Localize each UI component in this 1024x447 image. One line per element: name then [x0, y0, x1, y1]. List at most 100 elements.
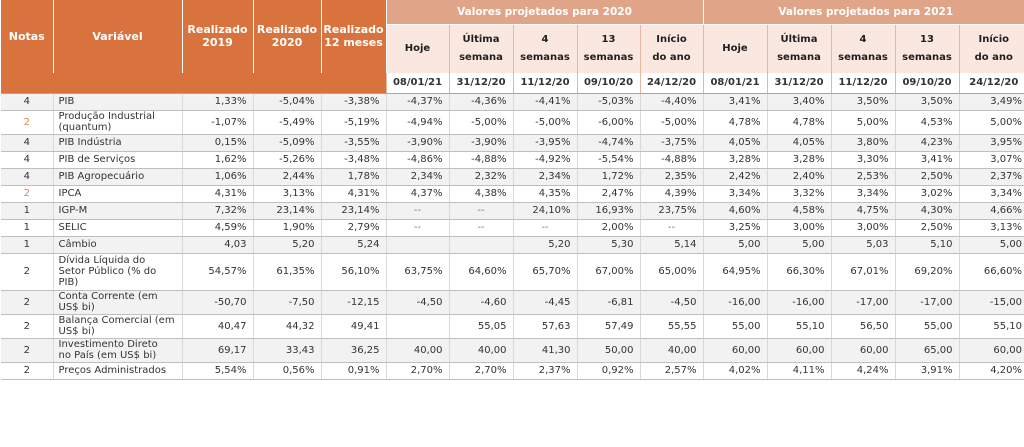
header-realizado-12-meses: Realizado 12 meses [321, 0, 387, 73]
nota-cell: 4 [1, 168, 53, 186]
nota-cell: 2 [1, 110, 53, 135]
variable-label: Investimento Direto [58, 339, 158, 350]
projection-cell: 50,00 [576, 338, 640, 363]
header-sub-label: semanas [902, 51, 952, 63]
projection-cell: 4,11% [766, 362, 831, 380]
projection-cell: 2,47% [576, 185, 640, 203]
variable-cell: IPCA [52, 185, 182, 203]
header-blank [321, 72, 386, 94]
realizado-cell: -5,04% [252, 93, 321, 111]
variable-label: Produção Industrial [58, 111, 155, 122]
realizado-cell: 23,14% [252, 202, 321, 220]
projection-cell: -4,94% [385, 110, 449, 135]
projection-cell: 2,70% [385, 362, 449, 380]
nota-cell: 1 [1, 202, 53, 220]
header-projected-2020: Valores projetados para 2020 [385, 0, 703, 25]
table-row: 4 PIB Indústria 0,15% -5,09% -3,55% -3,90% -3,… [1, 134, 1024, 152]
projection-cell: 66,30% [766, 253, 831, 291]
projection-cell: 2,34% [385, 168, 449, 186]
realizado-cell: 1,33% [181, 93, 253, 111]
projection-cell: 0,92% [576, 362, 640, 380]
projection-cell: 3,30% [830, 151, 895, 169]
projection-cell: 3,34% [958, 185, 1024, 203]
projection-cell: 40,00 [385, 338, 449, 363]
projection-cell: -16,00 [702, 290, 767, 315]
realizado-cell: 56,10% [320, 253, 386, 291]
projection-cell: 3,28% [766, 151, 831, 169]
variable-label: Preços Administrados [58, 365, 167, 376]
projection-cell: 3,49% [958, 93, 1024, 111]
projection-cell: 4,38% [448, 185, 513, 203]
projection-cell: 5,00 [766, 236, 831, 254]
projection-cell: 4,02% [702, 362, 767, 380]
header-sub-label: 4 [541, 33, 549, 45]
variable-cell: Preços Administrados [52, 362, 182, 380]
realizado-cell: 4,31% [181, 185, 253, 203]
nota-cell: 2 [1, 338, 53, 363]
projection-cell: 4,66% [958, 202, 1024, 220]
projection-cell: 55,05 [448, 314, 513, 339]
header-sub-label: do ano [974, 51, 1013, 63]
projection-cell: 4,53% [894, 110, 959, 135]
nota-cell: 4 [1, 134, 53, 152]
projection-cell: -16,00 [766, 290, 831, 315]
projection-cell: -4,60 [448, 290, 513, 315]
realizado-cell: 5,24 [320, 236, 386, 254]
projection-cell: 3,50% [894, 93, 959, 111]
header-realizado-2020: Realizado 2020 [253, 0, 322, 73]
header-blank [253, 72, 321, 94]
projection-cell: 4,78% [702, 110, 767, 135]
projection-cell: 3,80% [830, 134, 895, 152]
header-sub-label: Hoje [722, 42, 748, 54]
realizado-cell: 49,41 [320, 314, 386, 339]
header-date-2021-3: 09/10/20 [894, 72, 959, 94]
variable-label: Dívida Líquida do [58, 255, 146, 266]
projection-cell: 66,60% [958, 253, 1024, 291]
header-sub-label: Hoje [404, 42, 431, 54]
variable-label: PIB Indústria [58, 137, 122, 148]
realizado-cell: 4,03 [181, 236, 253, 254]
projection-cell: 3,41% [894, 151, 959, 169]
variable-label: PIB [58, 96, 75, 107]
projection-cell: 3,40% [766, 93, 831, 111]
projection-cell: 40,00 [639, 338, 703, 363]
projection-cell: 3,91% [894, 362, 959, 380]
table-row: 2 IPCA 4,31% 3,13% 4,31% 4,37% 4,38% 4,35% 2,47%… [1, 185, 1024, 203]
projection-cell: 2,57% [639, 362, 703, 380]
projection-cell: 4,37% [385, 185, 449, 203]
projection-cell: 4,39% [639, 185, 703, 203]
projection-cell: 55,00 [894, 314, 959, 339]
variable-cell: PIB [52, 93, 182, 111]
realizado-cell: 23,14% [320, 202, 386, 220]
projection-cell: 55,55 [639, 314, 703, 339]
projection-cell: -5,00% [639, 110, 703, 135]
projection-cell: 3,07% [958, 151, 1024, 169]
header-date-2020-4: 24/12/20 [639, 72, 703, 94]
nota-cell: 1 [1, 219, 53, 237]
variable-label: IPCA [58, 188, 82, 199]
realizado-cell: 4,59% [181, 219, 253, 237]
variable-cell: Dívida Líquida do Setor Público (% do PIB) [52, 253, 182, 291]
projection-cell: -4,36% [448, 93, 513, 111]
header-variavel: Variável [53, 0, 183, 73]
projection-cell: -4,45 [512, 290, 577, 315]
header-blank [53, 72, 182, 94]
projection-cell: -- [639, 219, 703, 237]
realizado-cell: 4,31% [320, 185, 386, 203]
header-sub-label: 4 [859, 33, 867, 45]
realizado-cell: 36,25 [320, 338, 386, 363]
projection-cell: 3,34% [830, 185, 895, 203]
header-sub-label: semana [777, 51, 821, 63]
table-row: 4 PIB de Serviços 1,62% -5,26% -3,48% -4,86% -… [1, 151, 1024, 169]
projection-cell: 3,95% [958, 134, 1024, 152]
realizado-cell: 2,44% [252, 168, 321, 186]
projection-cell: 4,20% [958, 362, 1024, 380]
projection-cell: -4,50 [639, 290, 703, 315]
projection-cell: 3,34% [702, 185, 767, 203]
projection-cell: 16,93% [576, 202, 640, 220]
projection-cell: 2,50% [894, 168, 959, 186]
header-projected-2021: Valores projetados para 2021 [702, 0, 1024, 25]
projection-cell: 2,37% [958, 168, 1024, 186]
nota-cell: 2 [1, 290, 53, 315]
header-sub-2021-4: Início do ano [958, 24, 1024, 73]
